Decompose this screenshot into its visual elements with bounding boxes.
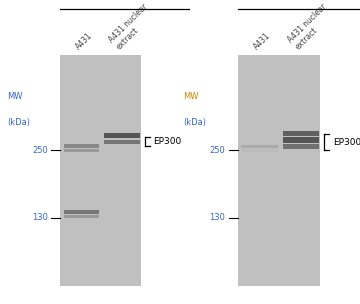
Bar bbox=[104, 133, 140, 138]
Bar bbox=[104, 140, 140, 144]
Text: EP300: EP300 bbox=[154, 137, 182, 146]
Text: 250: 250 bbox=[32, 146, 48, 155]
Text: A431: A431 bbox=[252, 31, 272, 52]
Text: (kDa): (kDa) bbox=[184, 118, 207, 127]
Bar bbox=[64, 215, 99, 218]
Bar bbox=[64, 144, 99, 148]
Bar bbox=[283, 130, 319, 136]
Bar bbox=[283, 137, 319, 143]
Text: 130: 130 bbox=[209, 213, 225, 222]
Text: 130: 130 bbox=[32, 213, 48, 222]
Bar bbox=[238, 55, 320, 286]
Bar bbox=[60, 55, 141, 286]
Bar bbox=[241, 145, 278, 148]
Text: A431 nuclear
extract: A431 nuclear extract bbox=[286, 2, 336, 52]
Text: A431: A431 bbox=[74, 31, 94, 52]
Text: (kDa): (kDa) bbox=[7, 118, 30, 127]
Bar bbox=[64, 210, 99, 214]
Text: MW: MW bbox=[184, 92, 199, 101]
Bar bbox=[241, 149, 278, 152]
Bar bbox=[283, 144, 319, 149]
Bar bbox=[64, 149, 99, 152]
Text: 250: 250 bbox=[209, 146, 225, 155]
Text: MW: MW bbox=[7, 92, 23, 101]
Text: A431 nuclear
extract: A431 nuclear extract bbox=[107, 2, 157, 52]
Text: EP300: EP300 bbox=[333, 138, 360, 147]
